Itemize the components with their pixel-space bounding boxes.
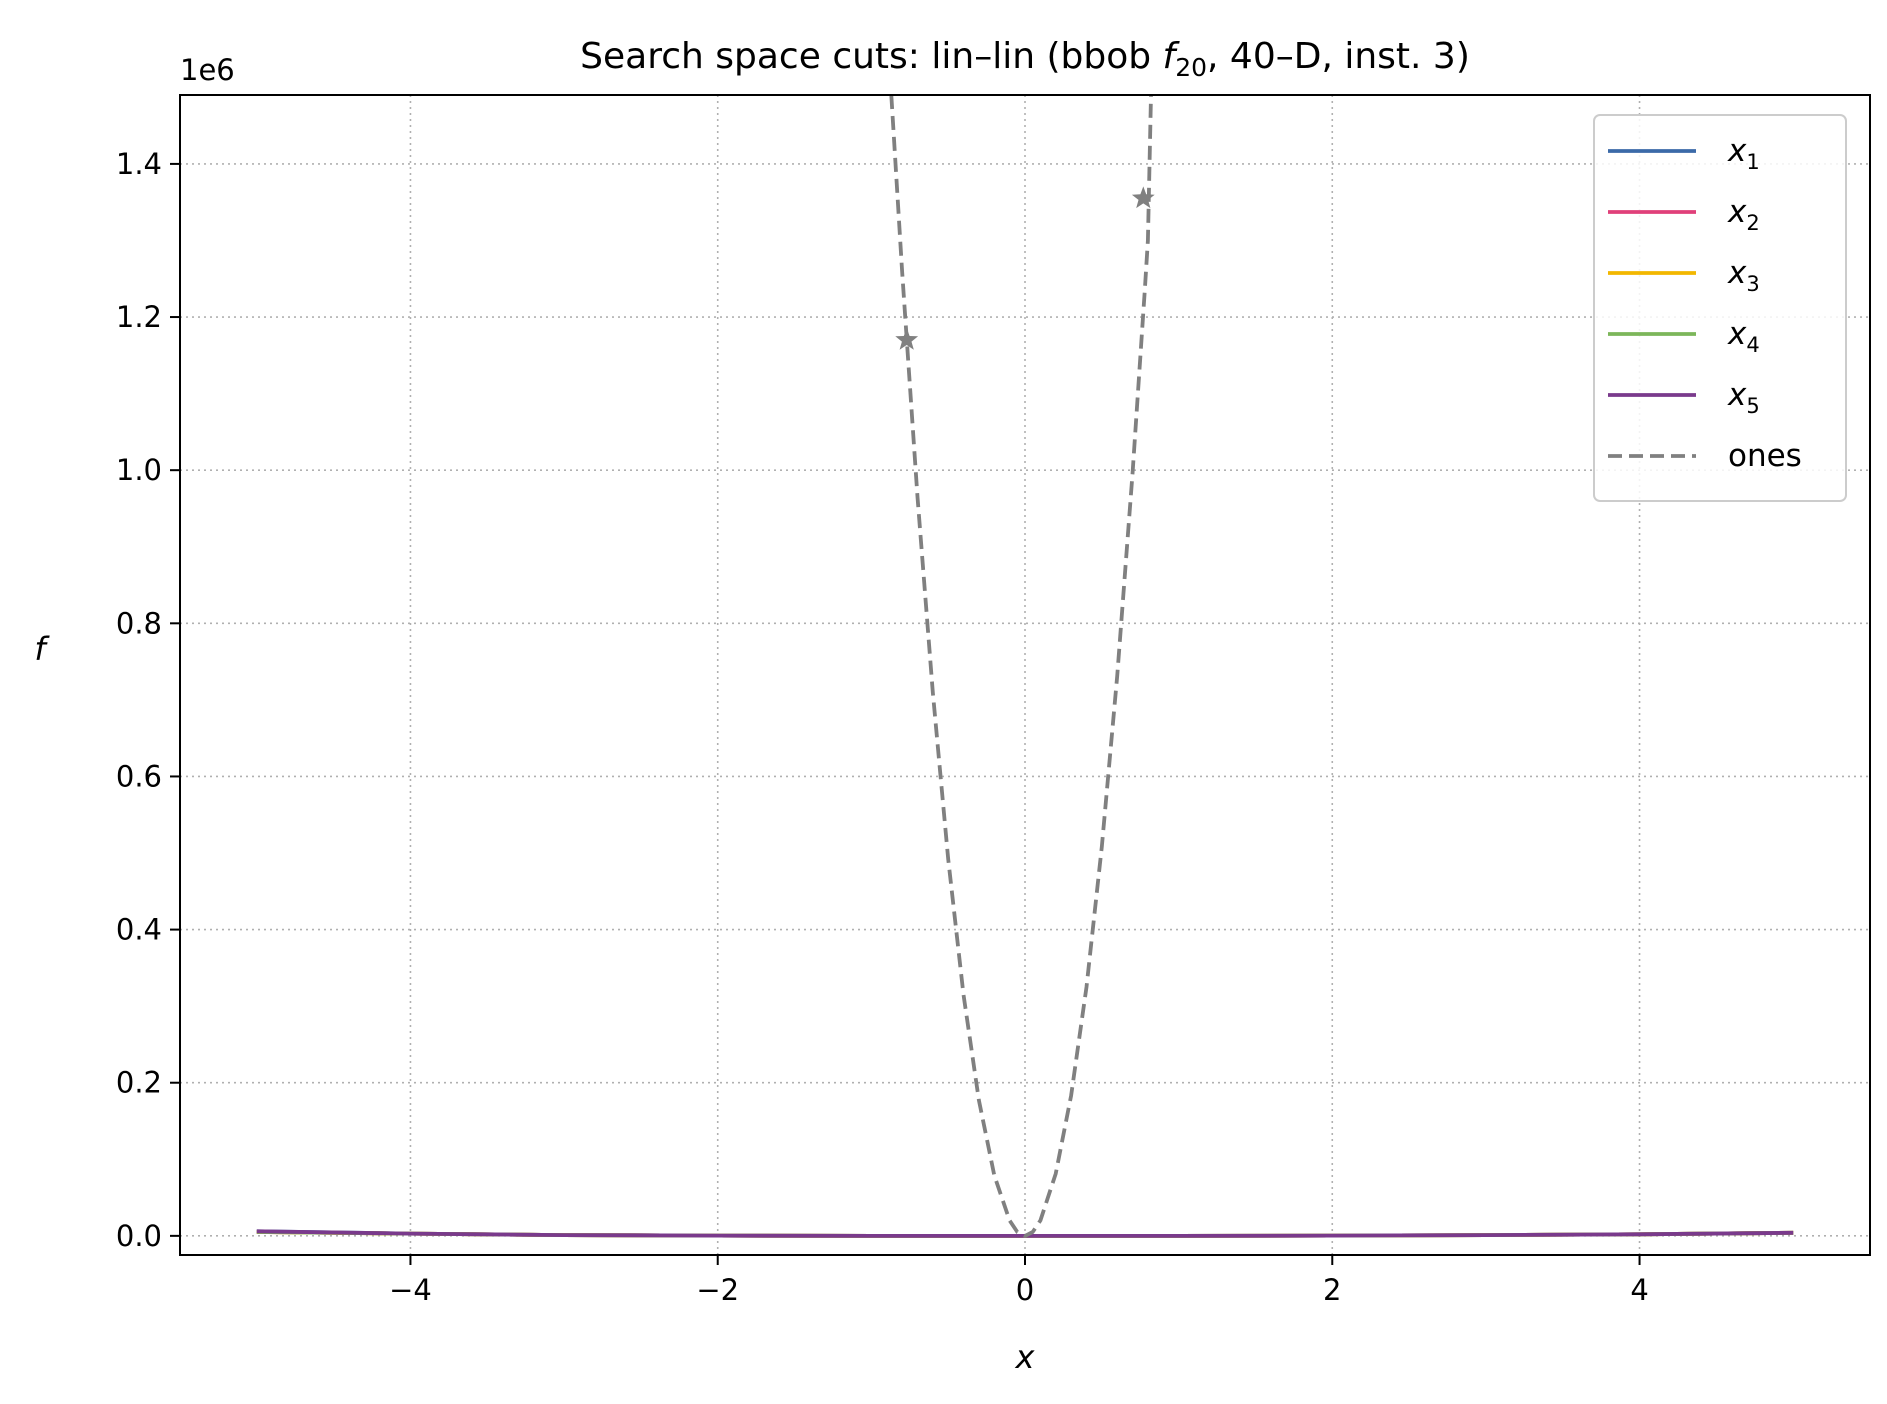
legend-label-name: x bbox=[1727, 377, 1747, 413]
legend-label-sub: 3 bbox=[1746, 272, 1759, 296]
x-tick-label: 2 bbox=[1323, 1273, 1341, 1307]
y-tick-label: 0.0 bbox=[116, 1219, 162, 1253]
legend-label: x2 bbox=[1727, 194, 1760, 235]
legend-label: ones bbox=[1728, 438, 1802, 474]
legend-label-sub: 1 bbox=[1746, 150, 1759, 174]
x-tick-label: −2 bbox=[696, 1273, 739, 1307]
x-tick-label: −4 bbox=[389, 1273, 432, 1307]
legend-label-sub: 2 bbox=[1746, 211, 1759, 235]
chart-title-rest: , 40–D, inst. 3) bbox=[1207, 36, 1470, 77]
y-axis-ticks: 0.0 0.2 0.4 0.6 0.8 1.0 1.2 1.4 bbox=[116, 147, 180, 1253]
legend-label: x4 bbox=[1727, 316, 1760, 357]
legend-label-name: ones bbox=[1728, 438, 1802, 474]
y-tick-label: 0.2 bbox=[116, 1066, 162, 1100]
star-marker bbox=[1131, 186, 1155, 209]
series-line-ones bbox=[889, 95, 1153, 1238]
legend-label-sub: 4 bbox=[1746, 333, 1759, 357]
y-axis-label: f bbox=[34, 630, 50, 668]
x-axis-label: x bbox=[1015, 1338, 1036, 1376]
y-tick-label: 0.4 bbox=[116, 913, 162, 947]
chart-title-main: Search space cuts: lin–lin (bbob bbox=[580, 36, 1162, 77]
series-markers bbox=[895, 186, 1155, 350]
legend-label-name: x bbox=[1727, 133, 1747, 169]
legend-box bbox=[1593, 114, 1847, 502]
legend-label: x5 bbox=[1727, 377, 1760, 418]
legend-label-name: x bbox=[1727, 194, 1747, 230]
chart-title-func-sub: 20 bbox=[1175, 53, 1207, 82]
legend-label-name: x bbox=[1727, 316, 1747, 352]
legend-label: x3 bbox=[1727, 255, 1760, 296]
star-marker bbox=[895, 328, 919, 350]
x-tick-label: 0 bbox=[1016, 1273, 1034, 1307]
legend-label-sub: 5 bbox=[1746, 394, 1759, 418]
y-tick-label: 1.0 bbox=[116, 453, 162, 487]
legend-label-name: x bbox=[1727, 255, 1747, 291]
x-axis-ticks: −4 −2 0 2 4 bbox=[389, 1255, 1649, 1307]
y-tick-label: 0.6 bbox=[116, 759, 162, 793]
x-tick-label: 4 bbox=[1630, 1273, 1648, 1307]
y-tick-label: 0.8 bbox=[116, 606, 162, 640]
y-offset-text: 1e6 bbox=[180, 53, 235, 87]
series-lines bbox=[256, 95, 1794, 1238]
y-tick-label: 1.4 bbox=[116, 147, 162, 181]
chart-title: Search space cuts: lin–lin (bbob f20, 40… bbox=[580, 36, 1470, 82]
legend-label: x1 bbox=[1727, 133, 1760, 174]
y-tick-label: 1.2 bbox=[116, 300, 162, 334]
